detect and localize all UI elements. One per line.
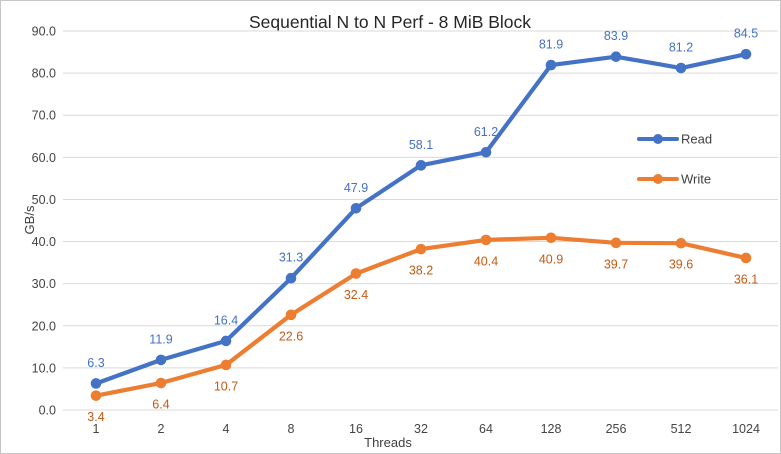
y-axis-title: GB/s	[22, 205, 37, 234]
write-data-point-marker	[155, 377, 167, 389]
write-data-point-marker	[740, 252, 752, 264]
write-data-point-marker	[675, 237, 687, 249]
legend: Read Write	[637, 132, 712, 187]
x-tick-label: 256	[606, 422, 627, 436]
x-tick-label: 64	[479, 422, 493, 436]
write-data-point-marker	[480, 234, 492, 246]
write-data-label: 6.4	[152, 398, 169, 412]
y-tick-label: 10.0	[32, 361, 56, 375]
read-data-label: 81.2	[669, 41, 693, 55]
y-tick-label: 50.0	[32, 193, 56, 207]
y-tick-label: 70.0	[32, 109, 56, 123]
legend-item-write: Write	[637, 172, 711, 187]
read-data-point-marker	[545, 59, 557, 71]
x-axis-tick-labels: 1 2 4 8 16 32 64 128 256 512 1024	[93, 422, 760, 436]
read-data-label: 16.4	[214, 313, 238, 327]
write-series-line	[93, 235, 749, 398]
x-tick-label: 1024	[732, 422, 760, 436]
x-tick-label: 128	[541, 422, 562, 436]
series-layer	[90, 48, 752, 401]
read-data-point-marker	[675, 62, 687, 74]
gridlines	[63, 30, 778, 411]
y-tick-label: 80.0	[32, 67, 56, 81]
y-tick-label: 0.0	[39, 404, 56, 418]
legend-label: Write	[681, 172, 711, 187]
write-data-label: 39.7	[604, 257, 628, 271]
write-data-point-marker	[350, 268, 362, 279]
write-data-point-marker	[610, 237, 622, 249]
read-data-label: 11.9	[149, 332, 172, 346]
read-data-label: 6.3	[87, 356, 104, 370]
x-tick-label: 1	[93, 422, 100, 436]
y-axis-tick-labels: 0.0 10.0 20.0 30.0 40.0 50.0 60.0 70.0 80.0 90.0	[32, 25, 56, 418]
write-data-label: 39.6	[669, 258, 693, 272]
legend-label: Read	[681, 132, 712, 147]
write-data-label: 40.4	[474, 254, 498, 268]
read-data-label: 31.3	[279, 251, 303, 265]
read-data-label: 58.1	[409, 138, 433, 152]
write-data-label: 36.1	[734, 272, 758, 286]
read-data-label: 84.5	[734, 27, 758, 41]
read-data-point-marker	[415, 160, 427, 171]
x-tick-label: 512	[671, 422, 692, 436]
write-data-label: 40.9	[539, 252, 563, 266]
write-data-label: 10.7	[214, 379, 238, 393]
legend-item-read: Read	[637, 132, 712, 147]
y-tick-label: 30.0	[32, 277, 56, 291]
write-data-label: 3.4	[87, 410, 104, 424]
write-data-point-marker	[415, 243, 427, 255]
write-data-label: 32.4	[344, 288, 368, 302]
read-data-label: 81.9	[539, 38, 563, 52]
legend-point-marker	[653, 134, 663, 144]
read-data-point-marker	[480, 146, 492, 158]
x-tick-label: 16	[349, 422, 363, 436]
read-data-point-marker	[220, 335, 232, 347]
read-data-point-marker	[350, 202, 362, 214]
y-tick-label: 40.0	[32, 235, 56, 249]
read-data-label: 83.9	[604, 29, 628, 43]
chart-title: Sequential N to N Perf - 8 MiB Block	[249, 12, 531, 32]
x-tick-label: 8	[288, 422, 295, 436]
read-data-point-marker	[155, 354, 167, 366]
read-data-point-marker	[610, 51, 622, 62]
x-tick-label: 4	[223, 422, 230, 436]
write-data-point-marker	[545, 232, 557, 244]
x-axis-title: Threads	[364, 435, 412, 450]
read-data-point-marker	[90, 378, 102, 389]
write-data-point-marker	[285, 309, 297, 321]
y-tick-label: 90.0	[32, 25, 56, 39]
x-tick-label: 32	[414, 422, 428, 436]
read-data-point-marker	[740, 48, 752, 60]
y-tick-label: 20.0	[32, 319, 56, 333]
data-label-layer: 6.3 11.9 16.4 31.3 47.9 58.1 61.2 81.9 83.9 81.2 8…	[87, 27, 758, 425]
read-data-label: 61.2	[474, 125, 498, 139]
write-data-point-marker	[220, 359, 232, 371]
write-data-point-marker	[90, 390, 102, 401]
write-data-label: 38.2	[409, 264, 433, 278]
read-series-line	[93, 52, 749, 386]
y-tick-label: 60.0	[32, 151, 56, 165]
write-data-label: 22.6	[279, 329, 303, 343]
legend-point-marker	[653, 174, 663, 184]
read-data-point-marker	[285, 272, 297, 284]
read-data-label: 47.9	[344, 181, 368, 195]
x-tick-label: 2	[158, 422, 165, 436]
